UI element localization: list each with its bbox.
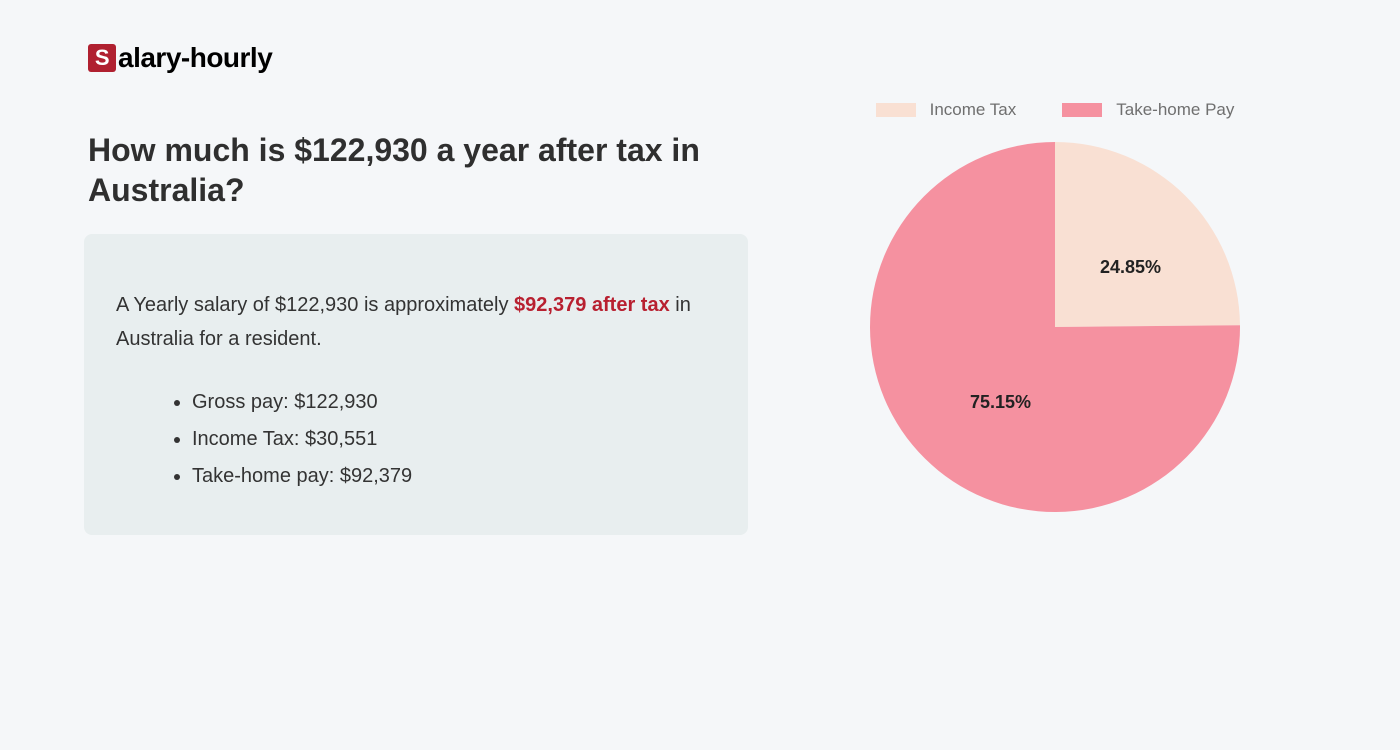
legend-swatch-take-home — [1062, 103, 1102, 117]
slice-label-income-tax: 24.85% — [1100, 257, 1161, 278]
page-title: How much is $122,930 a year after tax in… — [88, 130, 748, 210]
legend-item-take-home: Take-home Pay — [1062, 100, 1234, 120]
summary-box: A Yearly salary of $122,930 is approxima… — [84, 234, 748, 535]
logo-text: alary-hourly — [118, 42, 272, 74]
legend-swatch-income-tax — [876, 103, 916, 117]
legend-label-take-home: Take-home Pay — [1116, 100, 1234, 120]
summary-text: A Yearly salary of $122,930 is approxima… — [116, 288, 716, 356]
bullet-take-home: Take-home pay: $92,379 — [192, 458, 716, 495]
legend-item-income-tax: Income Tax — [876, 100, 1017, 120]
pie-svg — [870, 142, 1240, 512]
bullet-gross: Gross pay: $122,930 — [192, 384, 716, 421]
pie-chart-section: Income Tax Take-home Pay 24.85% 75.15% — [840, 100, 1270, 512]
summary-accent: $92,379 after tax — [514, 294, 670, 316]
summary-bullets: Gross pay: $122,930 Income Tax: $30,551 … — [116, 384, 716, 495]
summary-prefix: A Yearly salary of $122,930 is approxima… — [116, 294, 514, 316]
chart-legend: Income Tax Take-home Pay — [840, 100, 1270, 120]
slice-label-take-home: 75.15% — [970, 392, 1031, 413]
site-logo: Salary-hourly — [88, 42, 272, 74]
logo-badge: S — [88, 44, 116, 72]
legend-label-income-tax: Income Tax — [930, 100, 1017, 120]
pie-chart: 24.85% 75.15% — [870, 142, 1240, 512]
bullet-income-tax: Income Tax: $30,551 — [192, 421, 716, 458]
